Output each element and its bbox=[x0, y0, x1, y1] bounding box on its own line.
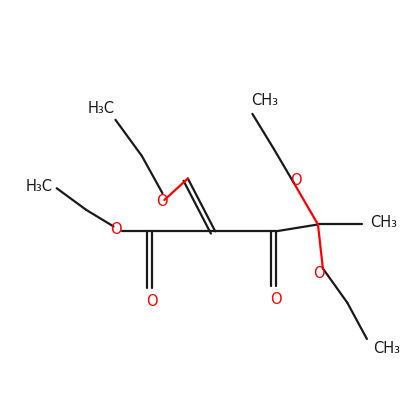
Text: O: O bbox=[290, 173, 301, 188]
Text: CH₃: CH₃ bbox=[373, 341, 400, 356]
Text: O: O bbox=[156, 194, 168, 210]
Text: O: O bbox=[270, 292, 282, 307]
Text: H₃C: H₃C bbox=[87, 100, 114, 116]
Text: H₃C: H₃C bbox=[26, 179, 53, 194]
Text: O: O bbox=[313, 266, 325, 281]
Text: O: O bbox=[110, 222, 121, 237]
Text: O: O bbox=[146, 294, 158, 309]
Text: CH₃: CH₃ bbox=[370, 215, 397, 230]
Text: CH₃: CH₃ bbox=[251, 93, 278, 108]
